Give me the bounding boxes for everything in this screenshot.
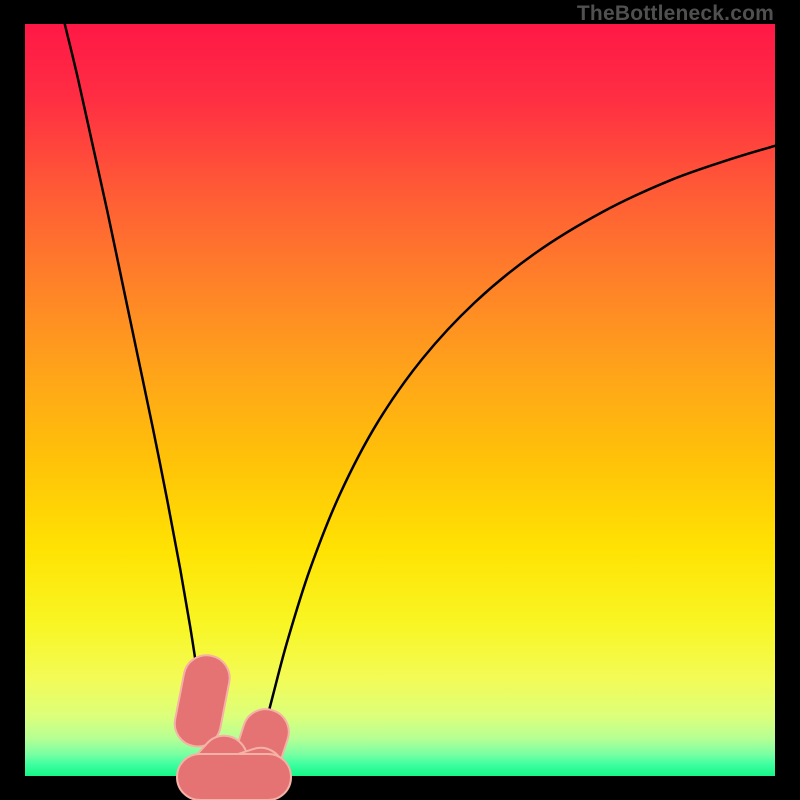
curves-layer — [25, 24, 775, 776]
left-curve — [65, 24, 221, 776]
right-curve — [246, 146, 776, 776]
chart-stage: TheBottleneck.com — [0, 0, 800, 800]
marker-left-upper — [169, 651, 234, 752]
marker-right-upper — [228, 702, 295, 785]
watermark-text: TheBottleneck.com — [577, 2, 774, 26]
marker-left-lower — [174, 725, 257, 800]
plot-area — [25, 24, 775, 776]
markers-layer — [25, 24, 775, 776]
marker-right-lower — [211, 740, 290, 800]
marker-bottom — [176, 753, 293, 800]
